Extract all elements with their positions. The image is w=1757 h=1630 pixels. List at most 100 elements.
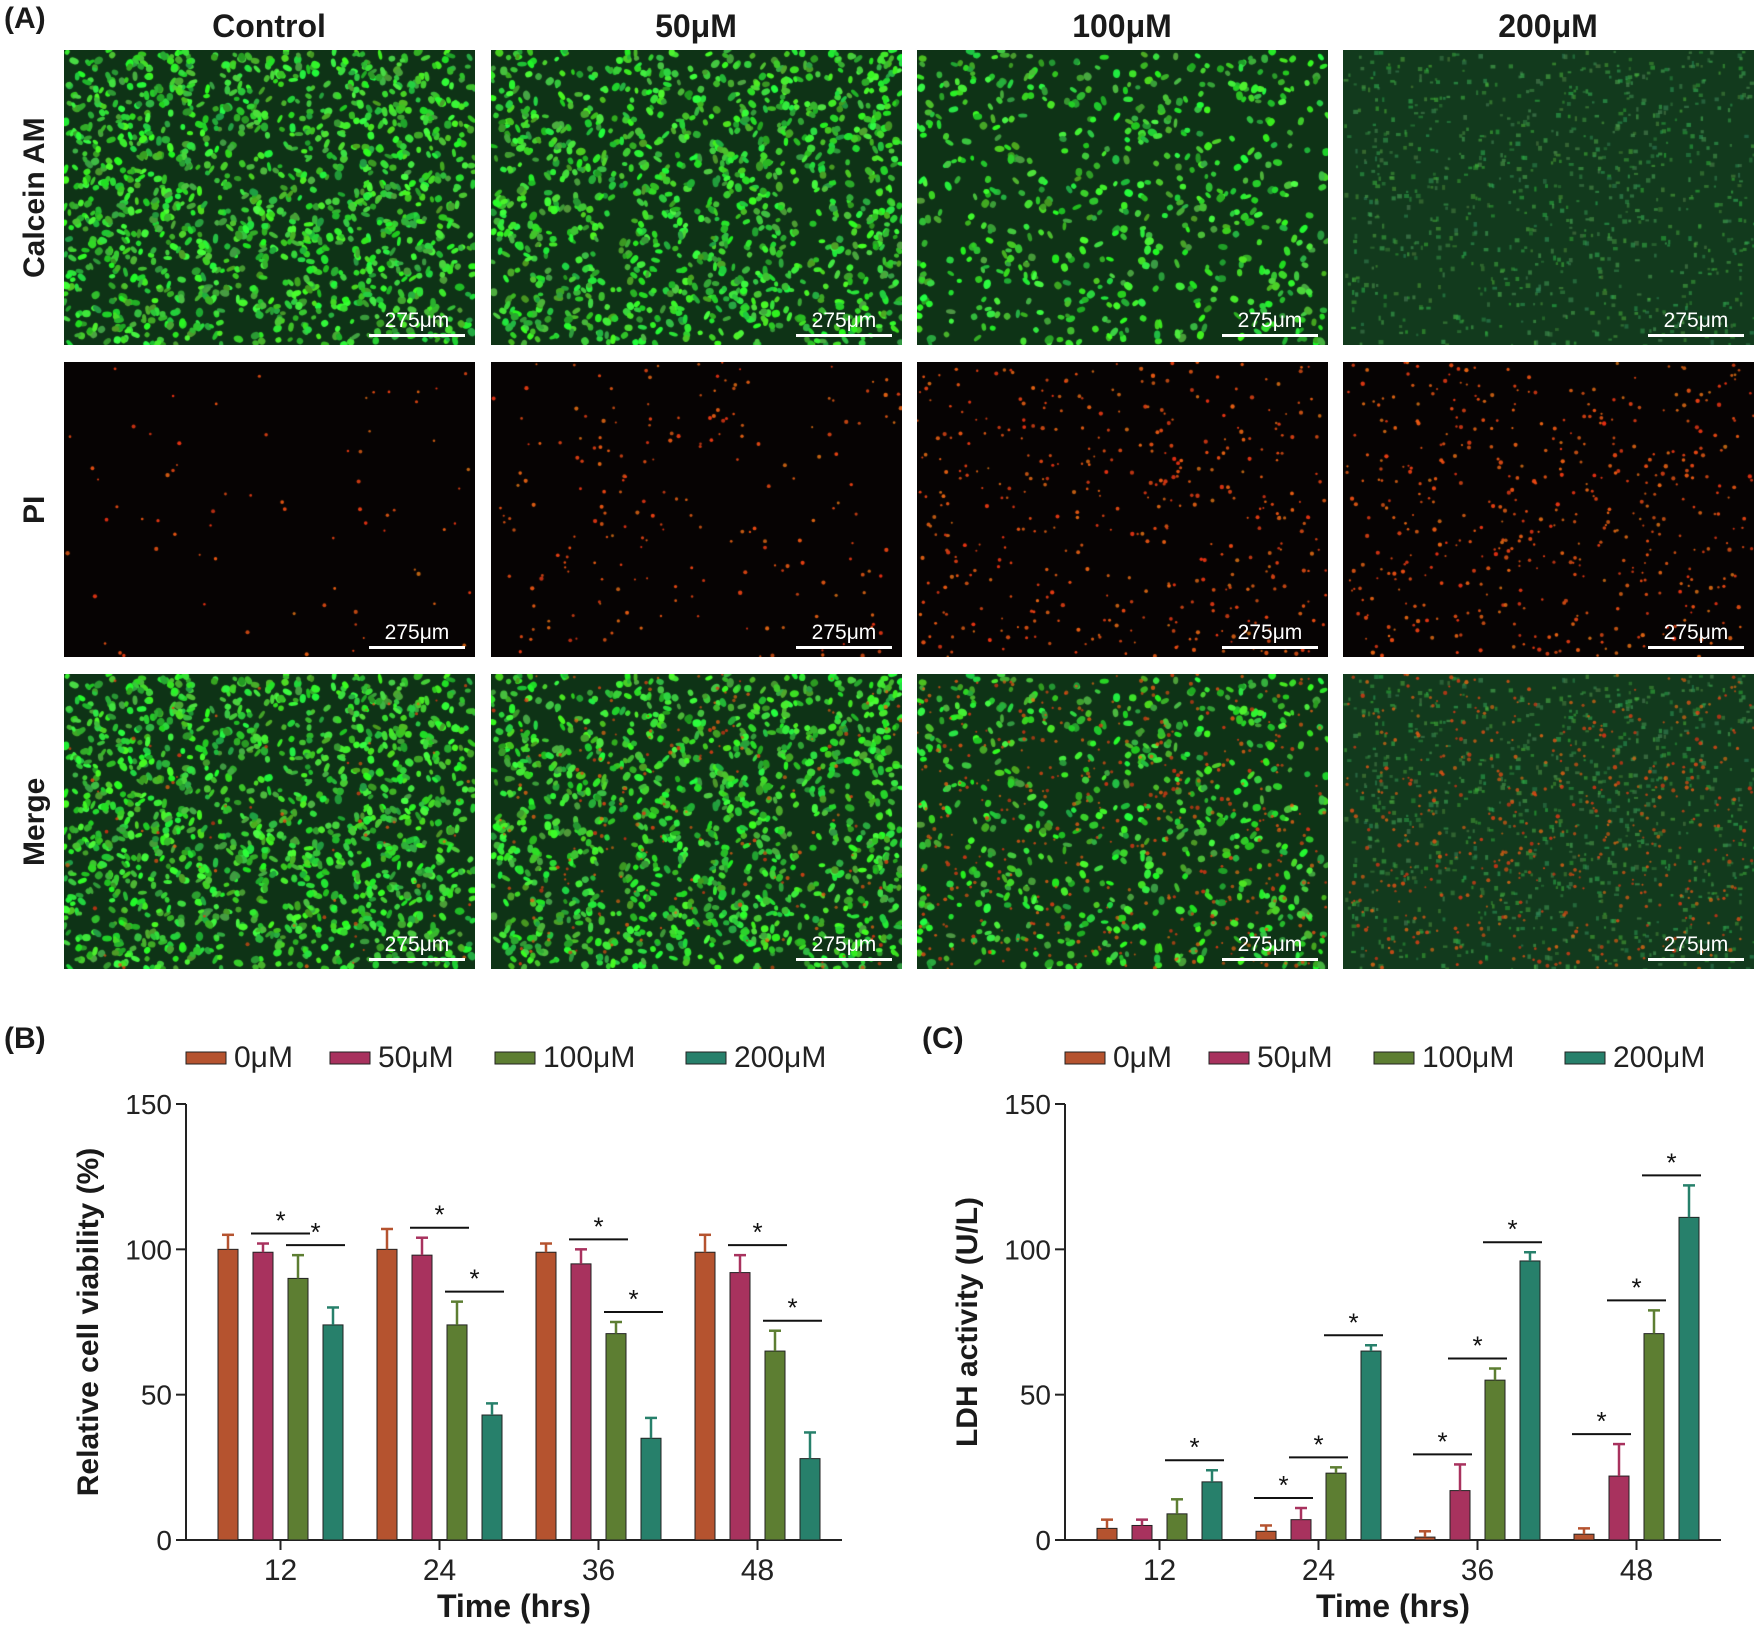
micrograph-green-0: 275μm: [64, 50, 475, 345]
bar-0μM-48: [694, 1251, 716, 1541]
x-tick-label-3: 48: [1620, 1554, 1653, 1587]
scale-bar-line: [796, 958, 892, 961]
legend-swatch-0: [1064, 1051, 1106, 1065]
significance-star-5: *: [628, 1284, 638, 1314]
bar-100μM-24: [1325, 1472, 1347, 1541]
micrograph-red-3: 275μm: [1343, 362, 1754, 657]
y-tick-label-1: 50: [141, 1380, 172, 1411]
legend-label-3: 200μM: [1613, 1041, 1705, 1074]
significance-star-2: *: [1313, 1429, 1323, 1459]
bar-50μM-12: [1131, 1524, 1153, 1541]
column-header-1: 50μM: [655, 8, 737, 44]
bar-200μM-36: [640, 1437, 662, 1541]
scale-bar-line: [796, 334, 892, 337]
significance-star-4: *: [1437, 1426, 1447, 1456]
row-header-0: Calcein AM: [18, 117, 51, 278]
significance-star-0: *: [1189, 1432, 1199, 1462]
y-tick-label-2: 100: [125, 1234, 172, 1265]
scale-bar: 275μm: [369, 310, 465, 337]
legend-swatch-2: [494, 1051, 536, 1065]
legend-label-3: 200μM: [734, 1041, 826, 1074]
bar-100μM-12: [287, 1277, 309, 1541]
x-tick-label-0: 12: [264, 1554, 297, 1587]
ldh-chart: 0μM 50μM 100μM 200μM 0 50 100 150 LDH activity (…: [951, 1041, 1721, 1624]
bar-100μM-48: [1643, 1333, 1665, 1541]
column-header-0: Control: [212, 8, 326, 44]
x-tick-label-1: 24: [1302, 1554, 1335, 1587]
bar-0μM-12: [1096, 1527, 1118, 1541]
micrograph-green-3: 275μm: [1343, 50, 1754, 345]
scale-bar: 275μm: [1222, 622, 1318, 649]
scale-bar-label: 275μm: [811, 933, 877, 956]
scale-bar-label: 275μm: [811, 621, 877, 644]
bar-200μM-24: [1360, 1350, 1382, 1541]
row-header-1: PI: [18, 495, 51, 524]
scale-bar: 275μm: [369, 622, 465, 649]
viability-chart: 0μM 50μM 100μM 200μM 0 50 100 150 Relative cell …: [72, 1041, 842, 1624]
x-tick-label-1: 24: [423, 1554, 456, 1587]
legend-swatch-3: [685, 1051, 727, 1065]
significance-star-9: *: [1666, 1147, 1676, 1177]
bar-0μM-36: [535, 1251, 557, 1541]
scale-bar: 275μm: [796, 622, 892, 649]
bar-200μM-48: [1678, 1216, 1700, 1541]
bar-50μM-24: [411, 1254, 433, 1541]
scale-bar-label: 275μm: [384, 933, 450, 956]
scale-bar-label: 275μm: [1663, 309, 1729, 332]
bar-50μM-48: [729, 1272, 751, 1541]
significance-star-7: *: [787, 1293, 797, 1323]
legend-label-0: 0μM: [1113, 1041, 1172, 1074]
scale-bar-line: [1222, 958, 1318, 961]
x-tick-label-0: 12: [1143, 1554, 1176, 1587]
y-axis-label: LDH activity (U/L): [951, 1197, 984, 1447]
legend-swatch-3: [1564, 1051, 1606, 1065]
scale-bar-label: 275μm: [811, 309, 877, 332]
significance-star-1: *: [1278, 1470, 1288, 1500]
bar-100μM-24: [446, 1324, 468, 1541]
x-tick-label-3: 48: [741, 1554, 774, 1587]
panel-a-letter: (A): [4, 2, 46, 35]
scale-bar-label: 275μm: [1663, 933, 1729, 956]
scale-bar-label: 275μm: [1237, 621, 1303, 644]
micrograph-red-0: 275μm: [64, 362, 475, 657]
micrograph-red-1: 275μm: [491, 362, 902, 657]
scale-bar: 275μm: [1648, 934, 1744, 961]
significance-star-4: *: [593, 1211, 603, 1241]
legend-swatch-0: [185, 1051, 227, 1065]
scale-bar-line: [369, 334, 465, 337]
legend-swatch-2: [1373, 1051, 1415, 1065]
significance-star-3: *: [469, 1264, 479, 1294]
legend-swatch-1: [329, 1051, 371, 1065]
scale-bar-line: [369, 646, 465, 649]
legend-label-1: 50μM: [1257, 1041, 1333, 1074]
bar-50μM-24: [1290, 1519, 1312, 1541]
column-header-3: 200μM: [1498, 8, 1598, 44]
legend-label-0: 0μM: [234, 1041, 293, 1074]
micrograph-merge-1: 275μm: [491, 674, 902, 969]
y-tick-label-0: 0: [1035, 1525, 1051, 1556]
legend-label-2: 100μM: [1422, 1041, 1514, 1074]
bar-100μM-36: [605, 1333, 627, 1541]
scale-bar: 275μm: [1648, 622, 1744, 649]
bar-50μM-36: [1449, 1490, 1471, 1541]
bar-100μM-36: [1484, 1379, 1506, 1541]
scale-bar-line: [1648, 334, 1744, 337]
bar-50μM-12: [252, 1251, 274, 1541]
y-tick-label-0: 0: [156, 1525, 172, 1556]
panel-b-letter: (B): [4, 1022, 46, 1055]
bar-0μM-12: [217, 1248, 239, 1541]
significance-star-6: *: [1507, 1214, 1517, 1244]
bar-200μM-12: [1201, 1481, 1223, 1541]
scale-bar: 275μm: [796, 310, 892, 337]
scale-bar-line: [1648, 646, 1744, 649]
scale-bar: 275μm: [369, 934, 465, 961]
scale-bar-line: [1648, 958, 1744, 961]
scale-bar-line: [1222, 646, 1318, 649]
micrograph-merge-0: 275μm: [64, 674, 475, 969]
micrograph-green-2: 275μm: [917, 50, 1328, 345]
scale-bar: 275μm: [1222, 934, 1318, 961]
bar-200μM-36: [1519, 1260, 1541, 1541]
panel-c-letter: (C): [922, 1022, 964, 1055]
bar-0μM-24: [376, 1248, 398, 1541]
x-tick-label-2: 36: [582, 1554, 615, 1587]
